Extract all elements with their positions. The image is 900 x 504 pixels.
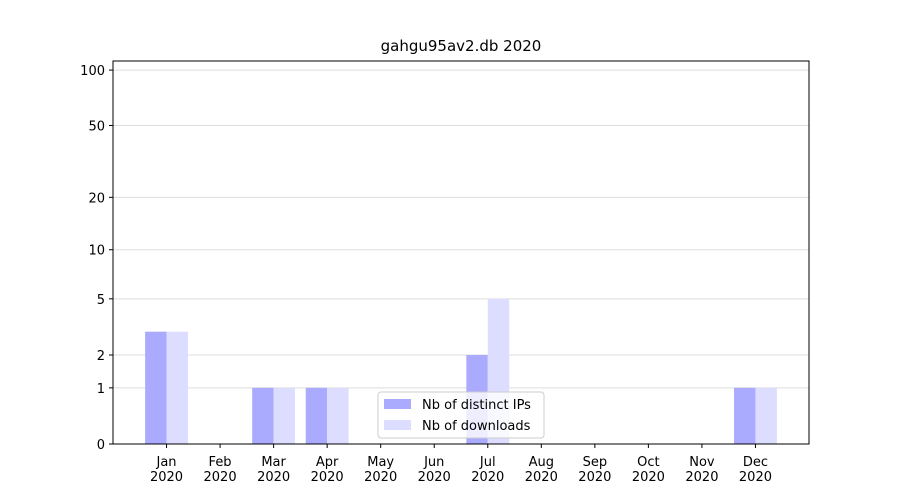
x-tick-label: Mar 2020 <box>257 455 290 485</box>
plot-frame <box>112 60 810 445</box>
y-tick-label: 10 <box>88 244 105 259</box>
y-tick-label: 100 <box>80 64 105 79</box>
x-tick-label: Apr 2020 <box>311 455 344 485</box>
x-tick-label: Jun 2020 <box>418 455 451 485</box>
x-tick-label: Dec 2020 <box>739 455 772 485</box>
legend-label: Nb of distinct IPs <box>422 398 531 413</box>
y-tick-label: 1 <box>97 382 105 397</box>
x-tick-label: Oct 2020 <box>632 455 665 485</box>
x-tick-label: Jul 2020 <box>471 455 504 485</box>
bar <box>305 387 328 444</box>
legend-box <box>377 391 545 439</box>
y-tick-label: 5 <box>97 293 105 308</box>
x-tick-label: Nov 2020 <box>685 455 718 485</box>
chart-title: gahgu95av2.db 2020 <box>381 37 542 55</box>
x-tick-label: Jan 2020 <box>150 455 183 485</box>
bar <box>327 387 349 444</box>
legend-swatch <box>384 399 411 409</box>
x-tick-label: Feb 2020 <box>204 455 237 485</box>
y-tick-label: 2 <box>97 349 105 364</box>
x-tick-label: Aug 2020 <box>525 455 558 485</box>
y-tick-label: 0 <box>97 438 105 453</box>
y-tick-label: 50 <box>88 119 105 134</box>
legend-label: Nb of downloads <box>422 419 531 434</box>
x-tick-label: Sep 2020 <box>578 455 611 485</box>
legend-swatch <box>384 420 411 430</box>
bar <box>252 387 274 444</box>
bar <box>145 331 167 444</box>
y-tick-label: 20 <box>88 191 105 206</box>
bar <box>166 331 188 444</box>
x-tick-label: May 2020 <box>364 455 397 485</box>
bar <box>755 387 777 444</box>
bar <box>734 387 756 444</box>
bar <box>273 387 296 444</box>
